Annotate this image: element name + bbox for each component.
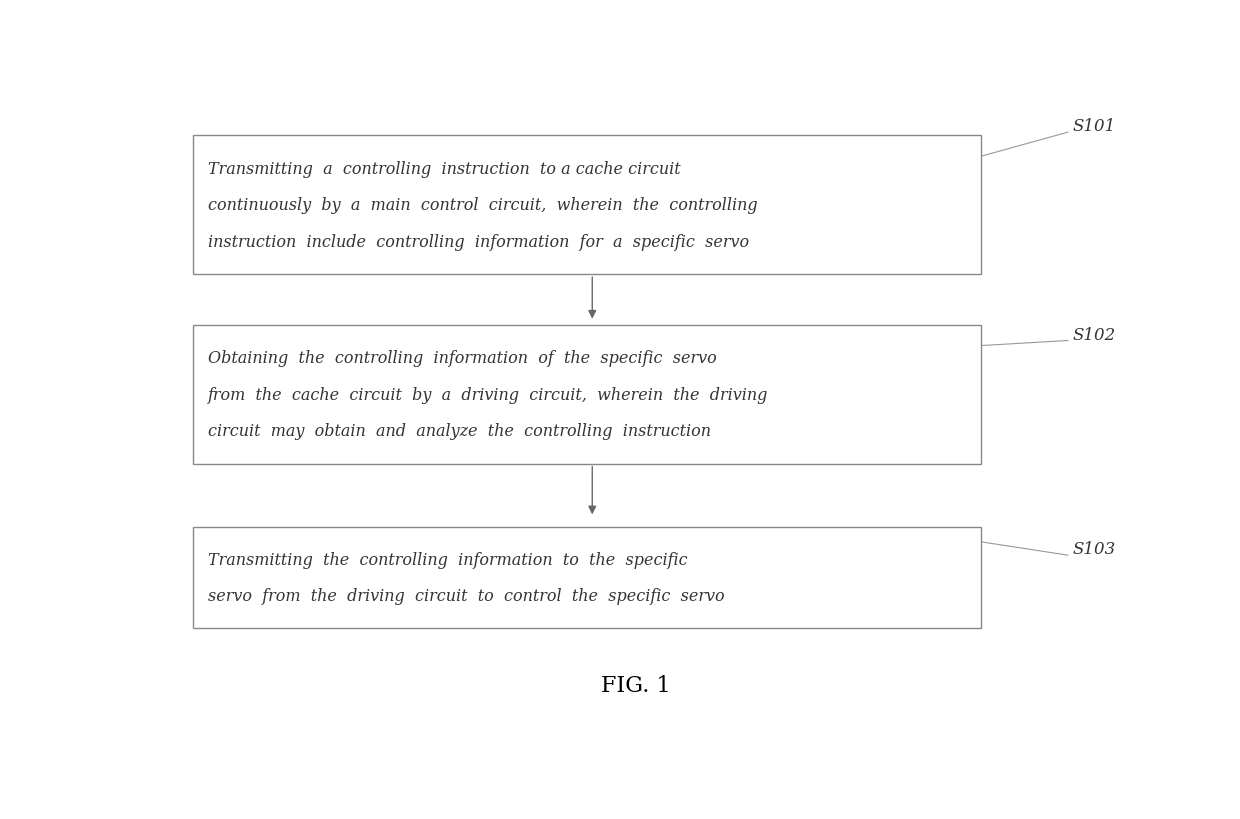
Bar (193, 136, 982, 275)
Text: S103: S103 (1073, 541, 1116, 558)
Text: from  the  cache  circuit  by  a  driving  circuit,  wherein  the  driving: from the cache circuit by a driving circ… (208, 387, 769, 403)
Text: Transmitting  the  controlling  information  to  the  specific: Transmitting the controlling information… (208, 551, 687, 568)
Text: Obtaining  the  controlling  information  of  the  specific  servo: Obtaining the controlling information of… (208, 350, 717, 367)
Bar (193, 527, 982, 628)
Text: continuously  by  a  main  control  circuit,  wherein  the  controlling: continuously by a main control circuit, … (208, 197, 758, 214)
Text: instruction  include  controlling  information  for  a  specific  servo: instruction include controlling informat… (208, 233, 749, 251)
Bar (193, 325, 982, 464)
Text: S102: S102 (1073, 326, 1116, 343)
Text: servo  from  the  driving  circuit  to  control  the  specific  servo: servo from the driving circuit to contro… (208, 587, 724, 604)
Text: FIG. 1: FIG. 1 (600, 674, 671, 696)
Text: S101: S101 (1073, 118, 1116, 135)
Text: Transmitting  a  controlling  instruction  to a cache circuit: Transmitting a controlling instruction t… (208, 161, 681, 178)
Text: circuit  may  obtain  and  analyze  the  controlling  instruction: circuit may obtain and analyze the contr… (208, 423, 711, 440)
